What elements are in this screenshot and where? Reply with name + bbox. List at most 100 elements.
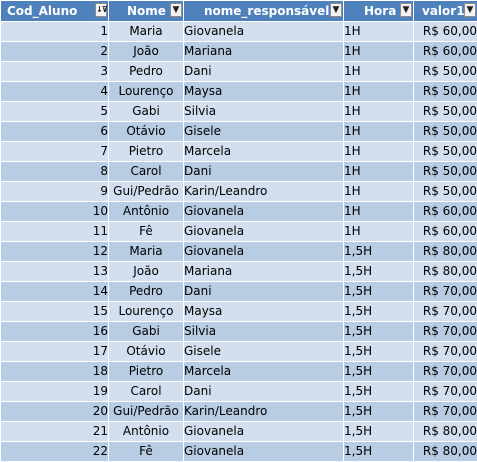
cell-nome[interactable]: Pietro [109, 362, 184, 382]
cell-valor[interactable]: R$ 50,00 [414, 162, 477, 182]
cell-cod-aluno[interactable]: 21 [1, 422, 109, 442]
cell-nome-responsavel[interactable]: Dani [184, 62, 344, 82]
cell-hora[interactable]: 1,5H [344, 382, 414, 402]
cell-valor[interactable]: R$ 50,00 [414, 122, 477, 142]
cell-nome[interactable]: Gui/Pedrão [109, 182, 184, 202]
sort-ascending-filter-icon[interactable]: ↓⊽ [95, 3, 107, 17]
cell-cod-aluno[interactable]: 12 [1, 242, 109, 262]
cell-hora[interactable]: 1,5H [344, 362, 414, 382]
cell-nome[interactable]: Otávio [109, 342, 184, 362]
cell-nome-responsavel[interactable]: Maysa [184, 302, 344, 322]
cell-cod-aluno[interactable]: 11 [1, 222, 109, 242]
cell-cod-aluno[interactable]: 8 [1, 162, 109, 182]
cell-valor[interactable]: R$ 80,00 [414, 242, 477, 262]
cell-nome-responsavel[interactable]: Giovanela [184, 202, 344, 222]
cell-hora[interactable]: 1,5H [344, 342, 414, 362]
cell-valor[interactable]: R$ 50,00 [414, 62, 477, 82]
cell-nome[interactable]: Lourenço [109, 82, 184, 102]
cell-nome-responsavel[interactable]: Dani [184, 282, 344, 302]
cell-nome-responsavel[interactable]: Dani [184, 382, 344, 402]
cell-hora[interactable]: 1,5H [344, 422, 414, 442]
cell-nome[interactable]: Fê [109, 222, 184, 242]
header-nome[interactable]: Nome ▼ [109, 1, 184, 22]
cell-nome-responsavel[interactable]: Giovanela [184, 242, 344, 262]
cell-hora[interactable]: 1,5H [344, 262, 414, 282]
cell-nome[interactable]: Maria [109, 22, 184, 42]
cell-valor[interactable]: R$ 80,00 [414, 262, 477, 282]
cell-nome-responsavel[interactable]: Marcela [184, 142, 344, 162]
cell-nome-responsavel[interactable]: Gisele [184, 342, 344, 362]
cell-nome-responsavel[interactable]: Giovanela [184, 22, 344, 42]
cell-valor[interactable]: R$ 60,00 [414, 22, 477, 42]
cell-valor[interactable]: R$ 70,00 [414, 302, 477, 322]
cell-nome[interactable]: Lourenço [109, 302, 184, 322]
cell-hora[interactable]: 1H [344, 202, 414, 222]
cell-valor[interactable]: R$ 70,00 [414, 282, 477, 302]
cell-cod-aluno[interactable]: 6 [1, 122, 109, 142]
cell-hora[interactable]: 1H [344, 82, 414, 102]
cell-hora[interactable]: 1H [344, 62, 414, 82]
cell-valor[interactable]: R$ 70,00 [414, 322, 477, 342]
cell-valor[interactable]: R$ 60,00 [414, 42, 477, 62]
cell-nome[interactable]: Pedro [109, 62, 184, 82]
cell-cod-aluno[interactable]: 13 [1, 262, 109, 282]
cell-nome-responsavel[interactable]: Silvia [184, 322, 344, 342]
dropdown-arrow-icon[interactable]: ▼ [330, 3, 342, 17]
cell-nome-responsavel[interactable]: Dani [184, 162, 344, 182]
cell-hora[interactable]: 1,5H [344, 442, 414, 462]
header-nome-responsavel[interactable]: nome_responsável ▼ [184, 1, 344, 22]
cell-nome[interactable]: Gabi [109, 102, 184, 122]
cell-hora[interactable]: 1,5H [344, 402, 414, 422]
cell-nome-responsavel[interactable]: Mariana [184, 262, 344, 282]
cell-cod-aluno[interactable]: 7 [1, 142, 109, 162]
cell-cod-aluno[interactable]: 4 [1, 82, 109, 102]
cell-nome-responsavel[interactable]: Maysa [184, 82, 344, 102]
dropdown-arrow-icon[interactable]: ▼ [400, 3, 412, 17]
cell-nome[interactable]: Pietro [109, 142, 184, 162]
cell-cod-aluno[interactable]: 1 [1, 22, 109, 42]
cell-nome[interactable]: João [109, 262, 184, 282]
cell-nome-responsavel[interactable]: Giovanela [184, 442, 344, 462]
cell-hora[interactable]: 1H [344, 182, 414, 202]
cell-cod-aluno[interactable]: 18 [1, 362, 109, 382]
cell-hora[interactable]: 1H [344, 162, 414, 182]
cell-nome-responsavel[interactable]: Gisele [184, 122, 344, 142]
cell-valor[interactable]: R$ 80,00 [414, 422, 477, 442]
cell-hora[interactable]: 1H [344, 42, 414, 62]
header-cod-aluno[interactable]: Cod_Aluno ↓⊽ [1, 1, 109, 22]
cell-nome[interactable]: Fê [109, 442, 184, 462]
cell-valor[interactable]: R$ 70,00 [414, 382, 477, 402]
cell-hora[interactable]: 1,5H [344, 302, 414, 322]
cell-cod-aluno[interactable]: 9 [1, 182, 109, 202]
cell-cod-aluno[interactable]: 16 [1, 322, 109, 342]
cell-valor[interactable]: R$ 60,00 [414, 202, 477, 222]
cell-valor[interactable]: R$ 60,00 [414, 222, 477, 242]
cell-nome-responsavel[interactable]: Giovanela [184, 222, 344, 242]
cell-nome[interactable]: Antônio [109, 202, 184, 222]
cell-cod-aluno[interactable]: 5 [1, 102, 109, 122]
cell-nome[interactable]: Maria [109, 242, 184, 262]
cell-cod-aluno[interactable]: 17 [1, 342, 109, 362]
cell-valor[interactable]: R$ 50,00 [414, 142, 477, 162]
cell-nome[interactable]: Pedro [109, 282, 184, 302]
cell-cod-aluno[interactable]: 2 [1, 42, 109, 62]
cell-nome[interactable]: Gui/Pedrão [109, 402, 184, 422]
cell-hora[interactable]: 1,5H [344, 282, 414, 302]
